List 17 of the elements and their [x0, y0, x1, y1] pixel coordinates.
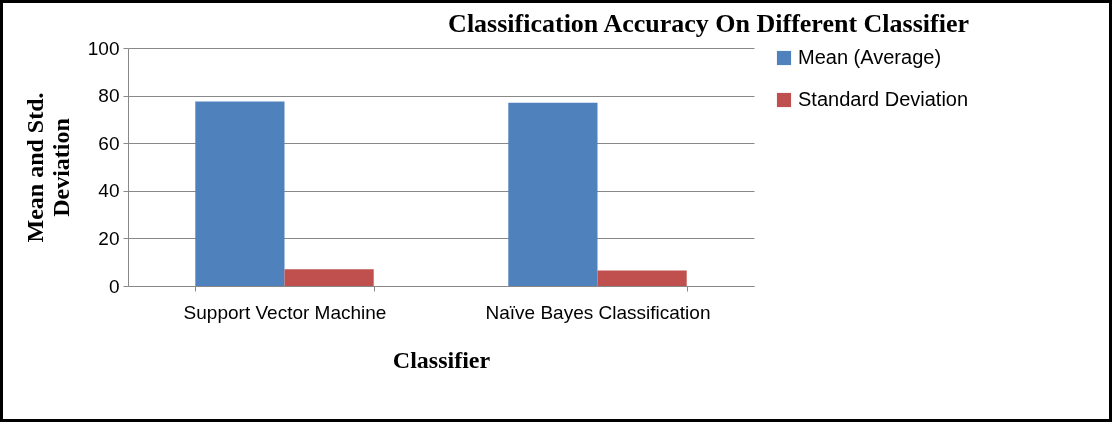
x-axis-title: Classifier [392, 346, 491, 373]
y-tick-label: 80 [98, 85, 120, 107]
y-tick-label: 60 [98, 132, 120, 154]
x-tick-label: Support Vector Machine [183, 301, 387, 323]
y-axis-title: Mean and Std. Deviation [21, 92, 74, 243]
bar [508, 102, 598, 286]
y-tick-label: 0 [108, 275, 120, 297]
x-tick-label: Naïve Bayes Classification [485, 301, 711, 323]
legend-label: Mean (Average) [798, 46, 942, 68]
y-tick-label: 40 [98, 180, 120, 202]
bar [597, 270, 687, 286]
legend-label: Standard Deviation [798, 88, 969, 110]
y-tick-label: 100 [87, 37, 120, 59]
bar [284, 269, 374, 286]
y-tick-label: 20 [98, 227, 120, 249]
bar [195, 101, 285, 286]
chart-title: Classification Accuracy On Different Classifier [448, 9, 969, 38]
